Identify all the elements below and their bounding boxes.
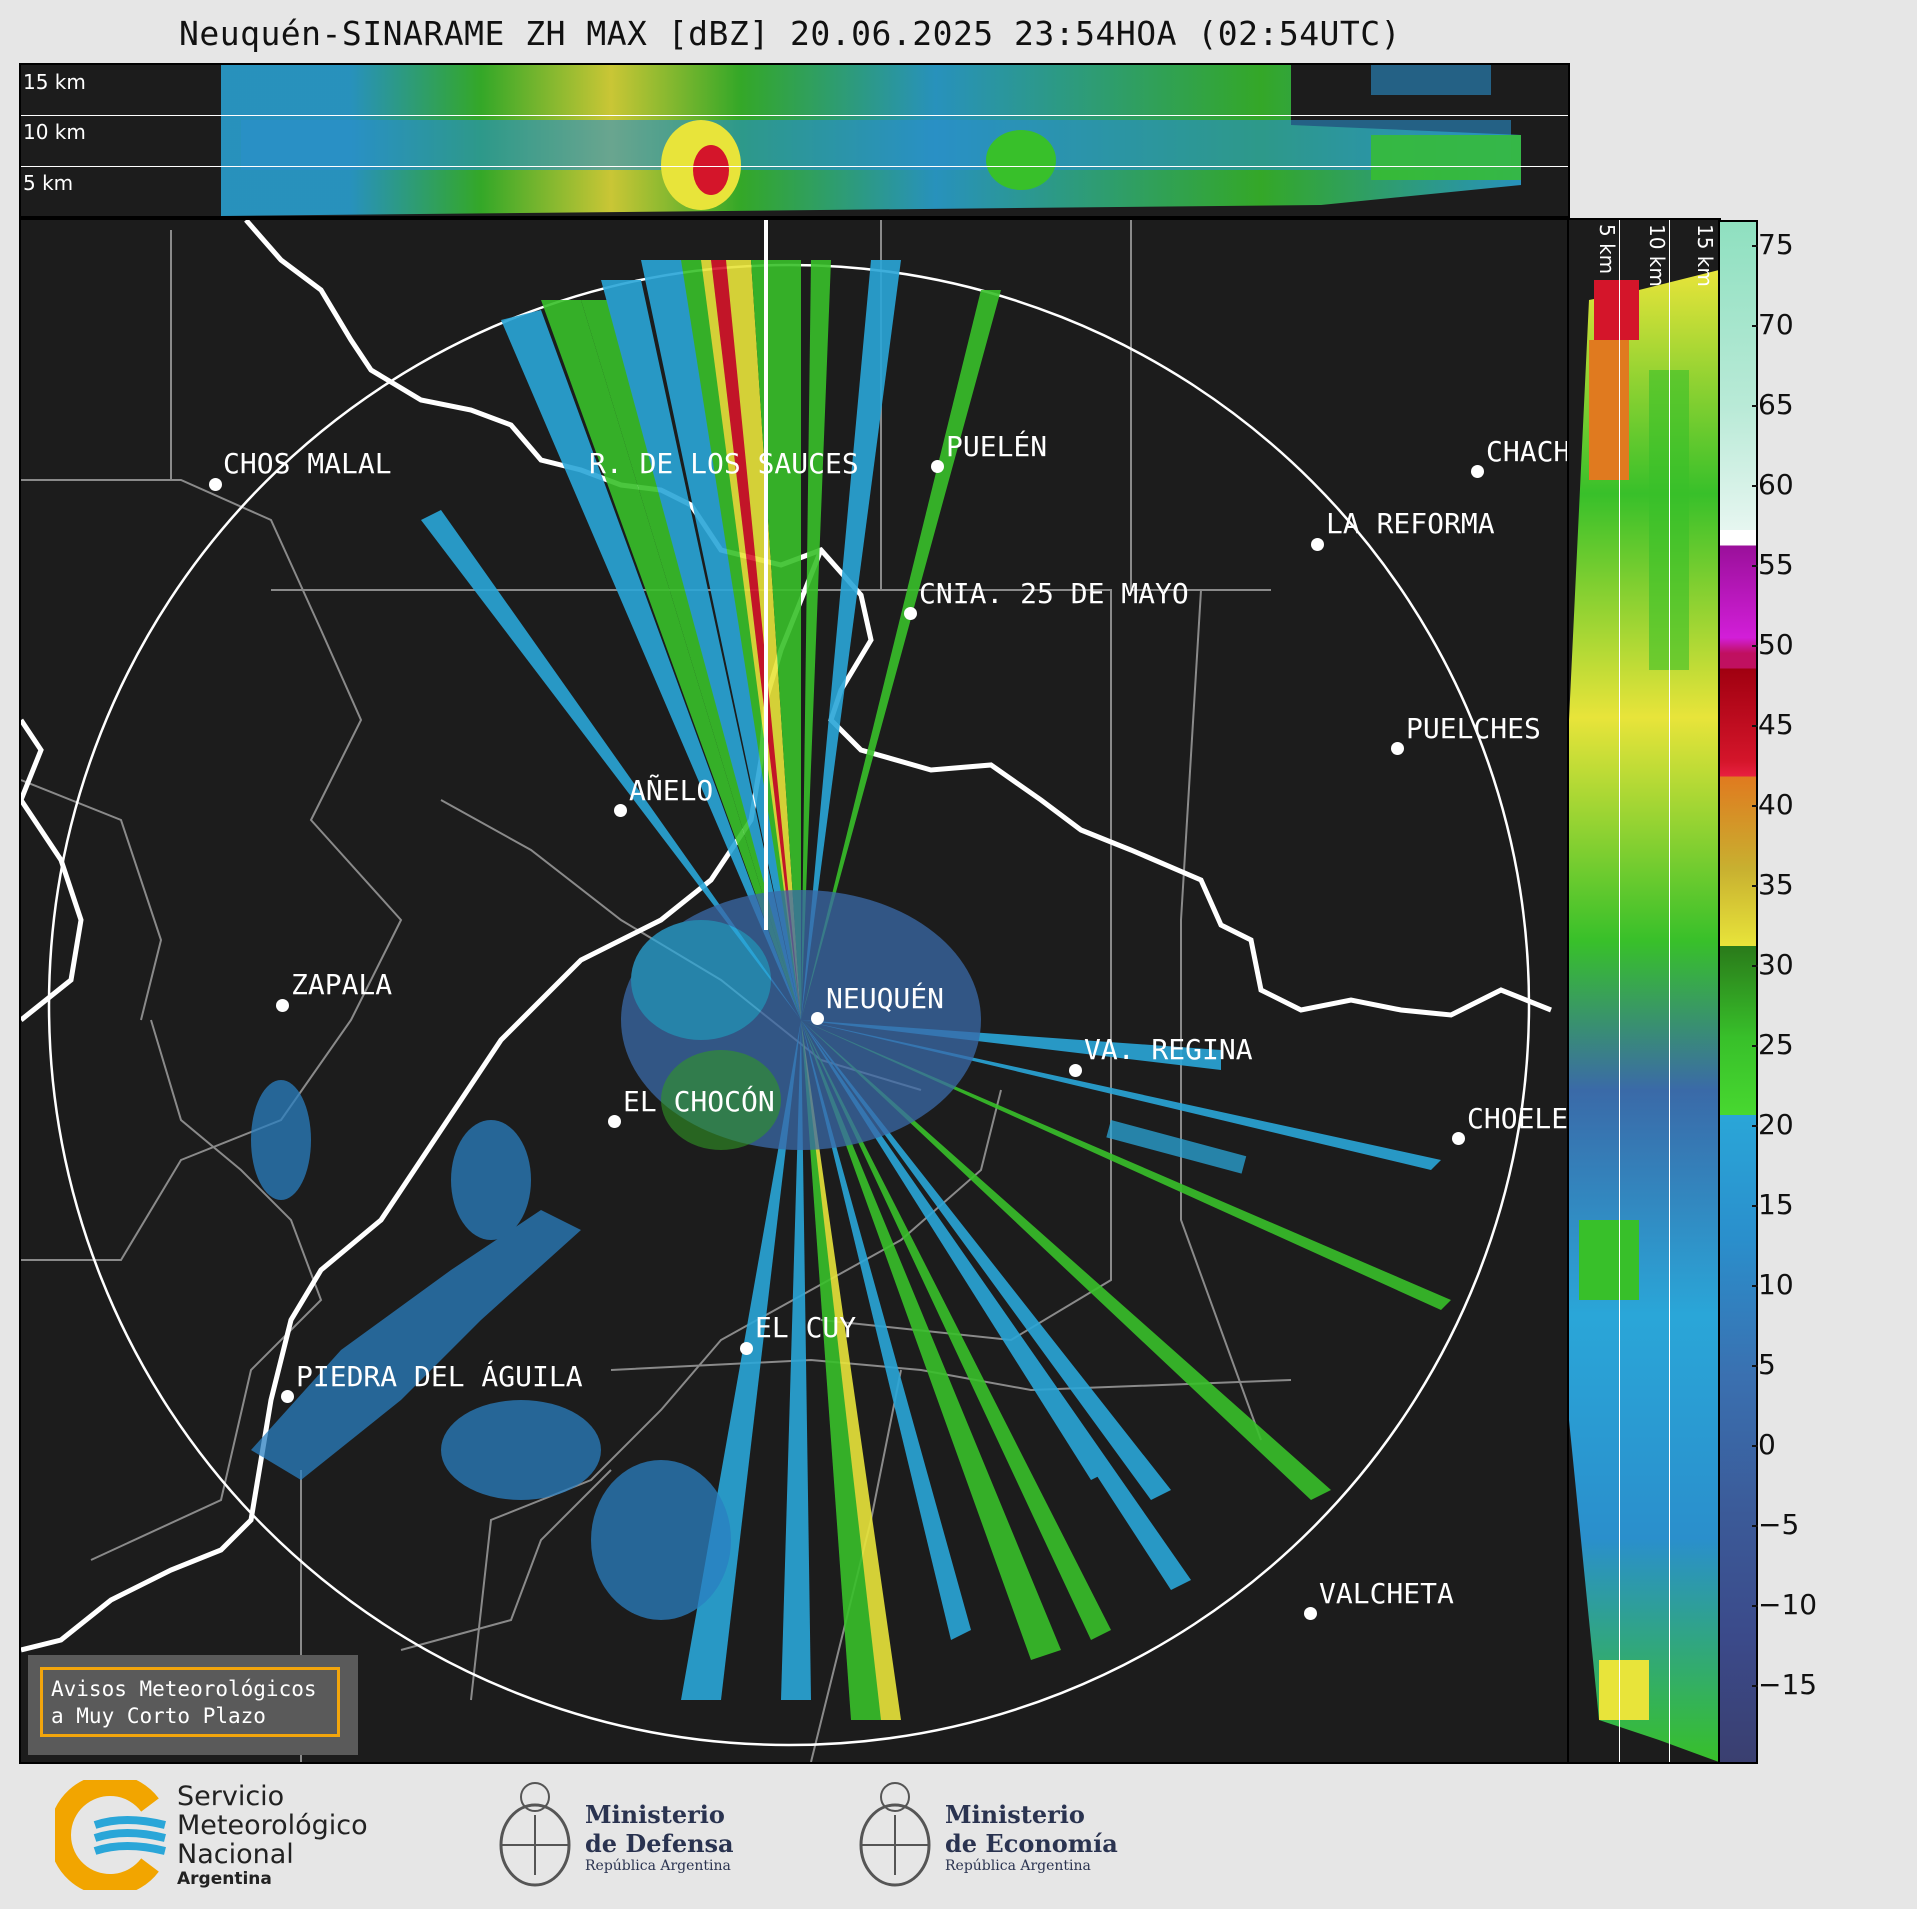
colorbar-tick-25: 25 <box>1752 1028 1794 1061</box>
defensa-line-3: República Argentina <box>585 1858 731 1874</box>
side-height-label-5km: 5 km <box>1595 224 1619 275</box>
colorbar-tick-30: 30 <box>1752 948 1794 981</box>
city-dot-va-regina <box>1069 1064 1082 1077</box>
colorbar-tick-55: 55 <box>1752 548 1794 581</box>
economia-line-1: Ministerio <box>945 1800 1085 1829</box>
city-label-va-regina: VA. REGINA <box>1084 1033 1253 1066</box>
city-label-el-cuy: EL CUY <box>755 1311 857 1344</box>
city-label-choele: CHOELE <box>1467 1102 1569 1135</box>
city-label-zapala: ZAPALA <box>291 968 393 1001</box>
colorbar-tick-20: 20 <box>1752 1108 1794 1141</box>
city-label-la-reforma: LA REFORMA <box>1326 507 1495 540</box>
city-label-piedra-del-aguila: PIEDRA DEL ÁGUILA <box>296 1360 583 1393</box>
smn-logo-icon <box>55 1780 166 1890</box>
side-cross-section-panel: 5 km 10 km 15 km <box>1567 218 1721 1764</box>
height-label-5km: 5 km <box>23 171 74 195</box>
smn-line-1: Servicio <box>177 1781 285 1812</box>
city-label-valcheta: VALCHETA <box>1319 1577 1454 1610</box>
city-dot-piedra-del-aguila <box>281 1390 294 1403</box>
colorbar-tick-35: 35 <box>1752 868 1794 901</box>
ministerio-defensa-logo: Ministerio de Defensa República Argentin… <box>495 1770 755 1900</box>
city-dot-chacharramendi <box>1471 465 1484 478</box>
warning-line-1: Avisos Meteorológicos <box>51 1677 317 1701</box>
economia-line-2: de Economía <box>945 1829 1118 1858</box>
city-label-cnia-25-de-mayo: CNIA. 25 DE MAYO <box>919 577 1189 610</box>
smn-line-2: Meteorológico <box>177 1810 368 1841</box>
top-cross-section-panel: 15 km 10 km 5 km <box>19 63 1570 218</box>
city-label-el-chocon: EL CHOCÓN <box>623 1085 775 1118</box>
colorbar-tick-minus5: −5 <box>1751 1508 1800 1541</box>
colorbar-tick-minus15: −15 <box>1751 1668 1818 1701</box>
warning-box: Avisos Meteorológicos a Muy Corto Plazo <box>28 1655 358 1755</box>
city-dot-anelo <box>614 804 627 817</box>
city-dot-la-reforma <box>1311 538 1324 551</box>
city-dot-el-chocon <box>608 1115 621 1128</box>
smn-line-4: Argentina <box>177 1869 272 1889</box>
colorbar-tick-minus10: −10 <box>1751 1588 1818 1621</box>
colorbar-tick-40: 40 <box>1752 788 1794 821</box>
colorbar-tick-45: 45 <box>1752 708 1794 741</box>
city-label-rincon-de-los-sauces: R. DE LOS SAUCES <box>589 447 859 480</box>
diffuse-echoes <box>251 890 1247 1620</box>
colorbar-tick-0: 0 <box>1752 1428 1776 1461</box>
city-dot-zapala <box>276 999 289 1012</box>
defensa-line-1: Ministerio <box>585 1800 725 1829</box>
smn-logo: Servicio Meteorológico Nacional Argentin… <box>55 1770 395 1900</box>
city-label-puelches: PUELCHES <box>1406 712 1541 745</box>
colorbar-tick-60: 60 <box>1752 468 1794 501</box>
side-cross-section-echoes <box>1569 270 1719 1762</box>
ministerio-economia-logo: Ministerio de Economía República Argenti… <box>855 1770 1135 1900</box>
colorbar-tick-10: 10 <box>1752 1268 1794 1301</box>
radar-map <box>21 220 1552 1762</box>
city-dot-neuquen <box>811 1012 824 1025</box>
city-label-anelo: AÑELO <box>629 774 714 807</box>
side-height-label-15km: 15 km <box>1693 224 1717 287</box>
colorbar-tick-70: 70 <box>1752 308 1794 341</box>
colorbar-tick-50: 50 <box>1752 628 1794 661</box>
city-dot-valcheta <box>1304 1607 1317 1620</box>
city-label-chos-malal: CHOS MALAL <box>223 447 392 480</box>
city-dot-cnia-25-de-mayo <box>904 607 917 620</box>
city-dot-puelches <box>1391 742 1404 755</box>
dbz-colorbar <box>1718 220 1758 1764</box>
colorbar-tick-75: 75 <box>1752 228 1794 261</box>
colorbar-tick-5: 5 <box>1752 1348 1776 1381</box>
smn-line-3: Nacional <box>177 1839 294 1870</box>
colorbar-tick-15: 15 <box>1752 1188 1794 1221</box>
city-dot-chos-malal <box>209 478 222 491</box>
city-label-chacharramendi: CHACH <box>1486 435 1570 468</box>
defensa-line-2: de Defensa <box>585 1829 734 1858</box>
top-cross-section-echoes <box>221 65 1521 216</box>
defensa-seal-icon <box>499 1782 571 1887</box>
side-height-label-10km: 10 km <box>1645 224 1669 287</box>
warning-frame: Avisos Meteorológicos a Muy Corto Plazo <box>40 1667 340 1737</box>
city-dot-choele <box>1452 1132 1465 1145</box>
height-label-15km: 15 km <box>23 70 86 94</box>
city-label-puelen: PUELÉN <box>946 430 1048 463</box>
height-label-10km: 10 km <box>23 120 86 144</box>
city-dot-puelen <box>931 460 944 473</box>
map-title: Neuquén-SINARAME ZH MAX [dBZ] 20.06.2025… <box>178 14 1402 53</box>
radar-map-panel: CHOS MALAL R. DE LOS SAUCES PUELÉN CHACH… <box>19 218 1570 1764</box>
economia-seal-icon <box>859 1782 931 1887</box>
city-dot-el-cuy <box>740 1342 753 1355</box>
city-label-neuquen: NEUQUÉN <box>826 982 945 1015</box>
economia-line-3: República Argentina <box>945 1858 1091 1874</box>
radar-echoes <box>421 260 1451 1720</box>
colorbar-tick-65: 65 <box>1752 388 1794 421</box>
warning-line-2: a Muy Corto Plazo <box>51 1704 266 1728</box>
